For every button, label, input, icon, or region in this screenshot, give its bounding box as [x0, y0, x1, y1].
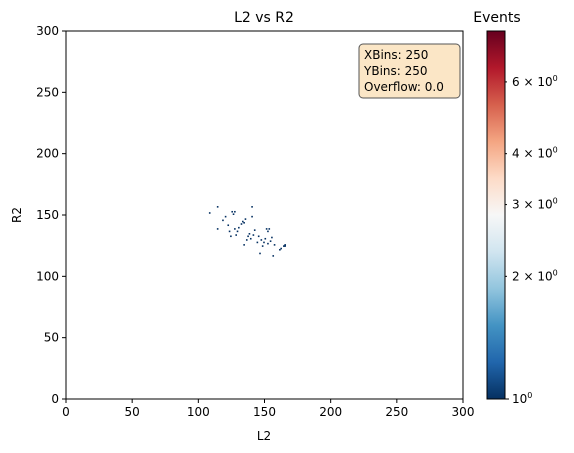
chart-title: L2 vs R2 [234, 10, 294, 26]
heatmap-cell [269, 240, 272, 242]
colorbar-major-tick-label: 100 [512, 391, 532, 406]
colorbar-minor-tick-label: 3 × 100 [512, 197, 558, 212]
heatmap-cell [283, 245, 285, 247]
colorbar-minor-tick-label: 6 × 100 [512, 74, 558, 89]
colorbar-minor-tick-exponent: 0 [553, 146, 558, 155]
heatmap-cell [248, 233, 251, 235]
heatmap-cell [249, 237, 252, 240]
heatmap-cell [227, 224, 230, 227]
x-tick-label: 0 [62, 405, 70, 419]
x-tick-label: 250 [385, 405, 408, 419]
x-tick-label: 100 [187, 405, 210, 419]
heatmap-cell [268, 228, 271, 230]
heatmap-cell [261, 245, 264, 247]
heatmap-cell [228, 230, 231, 233]
heatmap-cell [247, 235, 249, 238]
y-tick-label: 150 [36, 208, 59, 222]
stats-ybins: YBins: 250 [363, 64, 428, 78]
x-tick-label: 300 [452, 405, 475, 419]
heatmap-cell [245, 239, 248, 241]
heatmap-cell [235, 234, 237, 236]
heatmap-cell [265, 228, 268, 230]
colorbar-minor-tick-exponent: 0 [553, 74, 558, 83]
heatmap-cell [234, 228, 236, 230]
heatmap-cell [273, 244, 276, 246]
colorbar-label: Events [473, 10, 520, 26]
stats-xbins: XBins: 250 [364, 48, 428, 62]
heatmap-cell [234, 210, 236, 213]
colorbar-minor-tick-exponent: 0 [553, 197, 558, 206]
stats-box: XBins: 250 YBins: 250 Overflow: 0.0 [358, 43, 461, 99]
heatmap-cell [208, 212, 211, 214]
heatmap-cell [222, 219, 224, 222]
heatmap-cell [259, 252, 261, 255]
heatmap-cell [236, 230, 239, 233]
heatmap-cell [243, 221, 245, 224]
heatmap-cells [208, 206, 286, 257]
heatmap-cell [284, 244, 286, 246]
y-tick-label: 50 [44, 331, 59, 345]
heatmap-cell [251, 215, 253, 218]
heatmap-cell [244, 218, 247, 220]
heatmap-cell [279, 248, 281, 251]
heatmap-cell [257, 235, 260, 238]
heatmap-cell [216, 228, 219, 230]
heatmap-cell [240, 223, 243, 225]
y-tick-label: 200 [36, 147, 59, 161]
heatmap-cell [231, 210, 234, 213]
heatmap-cell [252, 234, 255, 236]
stats-overflow: Overflow: 0.0 [364, 80, 444, 94]
heatmap-cell [271, 236, 273, 239]
heatmap-cell [242, 220, 244, 223]
x-tick-label: 150 [253, 405, 276, 419]
y-tick-label: 300 [36, 24, 59, 38]
colorbar-minor-tick-label: 4 × 100 [512, 146, 558, 161]
heatmap-cell [216, 206, 219, 208]
heatmap-cell [284, 245, 286, 247]
heatmap-cell [224, 215, 227, 218]
heatmap-cell [272, 255, 275, 257]
heatmap-cell [280, 247, 282, 250]
x-tick-label: 200 [319, 405, 342, 419]
heatmap-cell [238, 226, 240, 229]
colorbar-minor-tick-label: 2 × 100 [512, 268, 558, 283]
heatmap-cell [232, 213, 235, 215]
heatmap-cell [253, 229, 256, 231]
x-tick-label: 50 [125, 405, 140, 419]
heatmap-cell [264, 237, 267, 240]
heatmap-cell [243, 244, 245, 246]
colorbar [486, 30, 506, 400]
colorbar-major-tick-exponent: 0 [527, 391, 532, 400]
heatmap-cell [267, 242, 269, 245]
y-axis-label: R2 [10, 207, 24, 223]
heatmap-cell [263, 241, 265, 244]
heatmap-cell [251, 206, 253, 208]
x-axis-ticks: 0 50 100 150 200 250 300 [62, 399, 474, 419]
colorbar-ticks: 100 2 × 100 3 × 100 4 × 100 6 × 100 [505, 74, 558, 406]
heatmap-cell [230, 235, 232, 238]
y-axis-ticks: 0 50 100 150 200 250 300 [36, 24, 66, 406]
stats-box-background [358, 43, 461, 99]
y-tick-label: 100 [36, 269, 59, 283]
colorbar-minor-tick-exponent: 0 [553, 268, 558, 277]
y-tick-label: 250 [36, 85, 59, 99]
y-tick-label: 0 [51, 392, 59, 406]
x-axis-label: L2 [257, 429, 271, 443]
heatmap-cell [260, 239, 263, 241]
heatmap-cell [256, 241, 259, 244]
heatmap-cell [267, 230, 269, 233]
